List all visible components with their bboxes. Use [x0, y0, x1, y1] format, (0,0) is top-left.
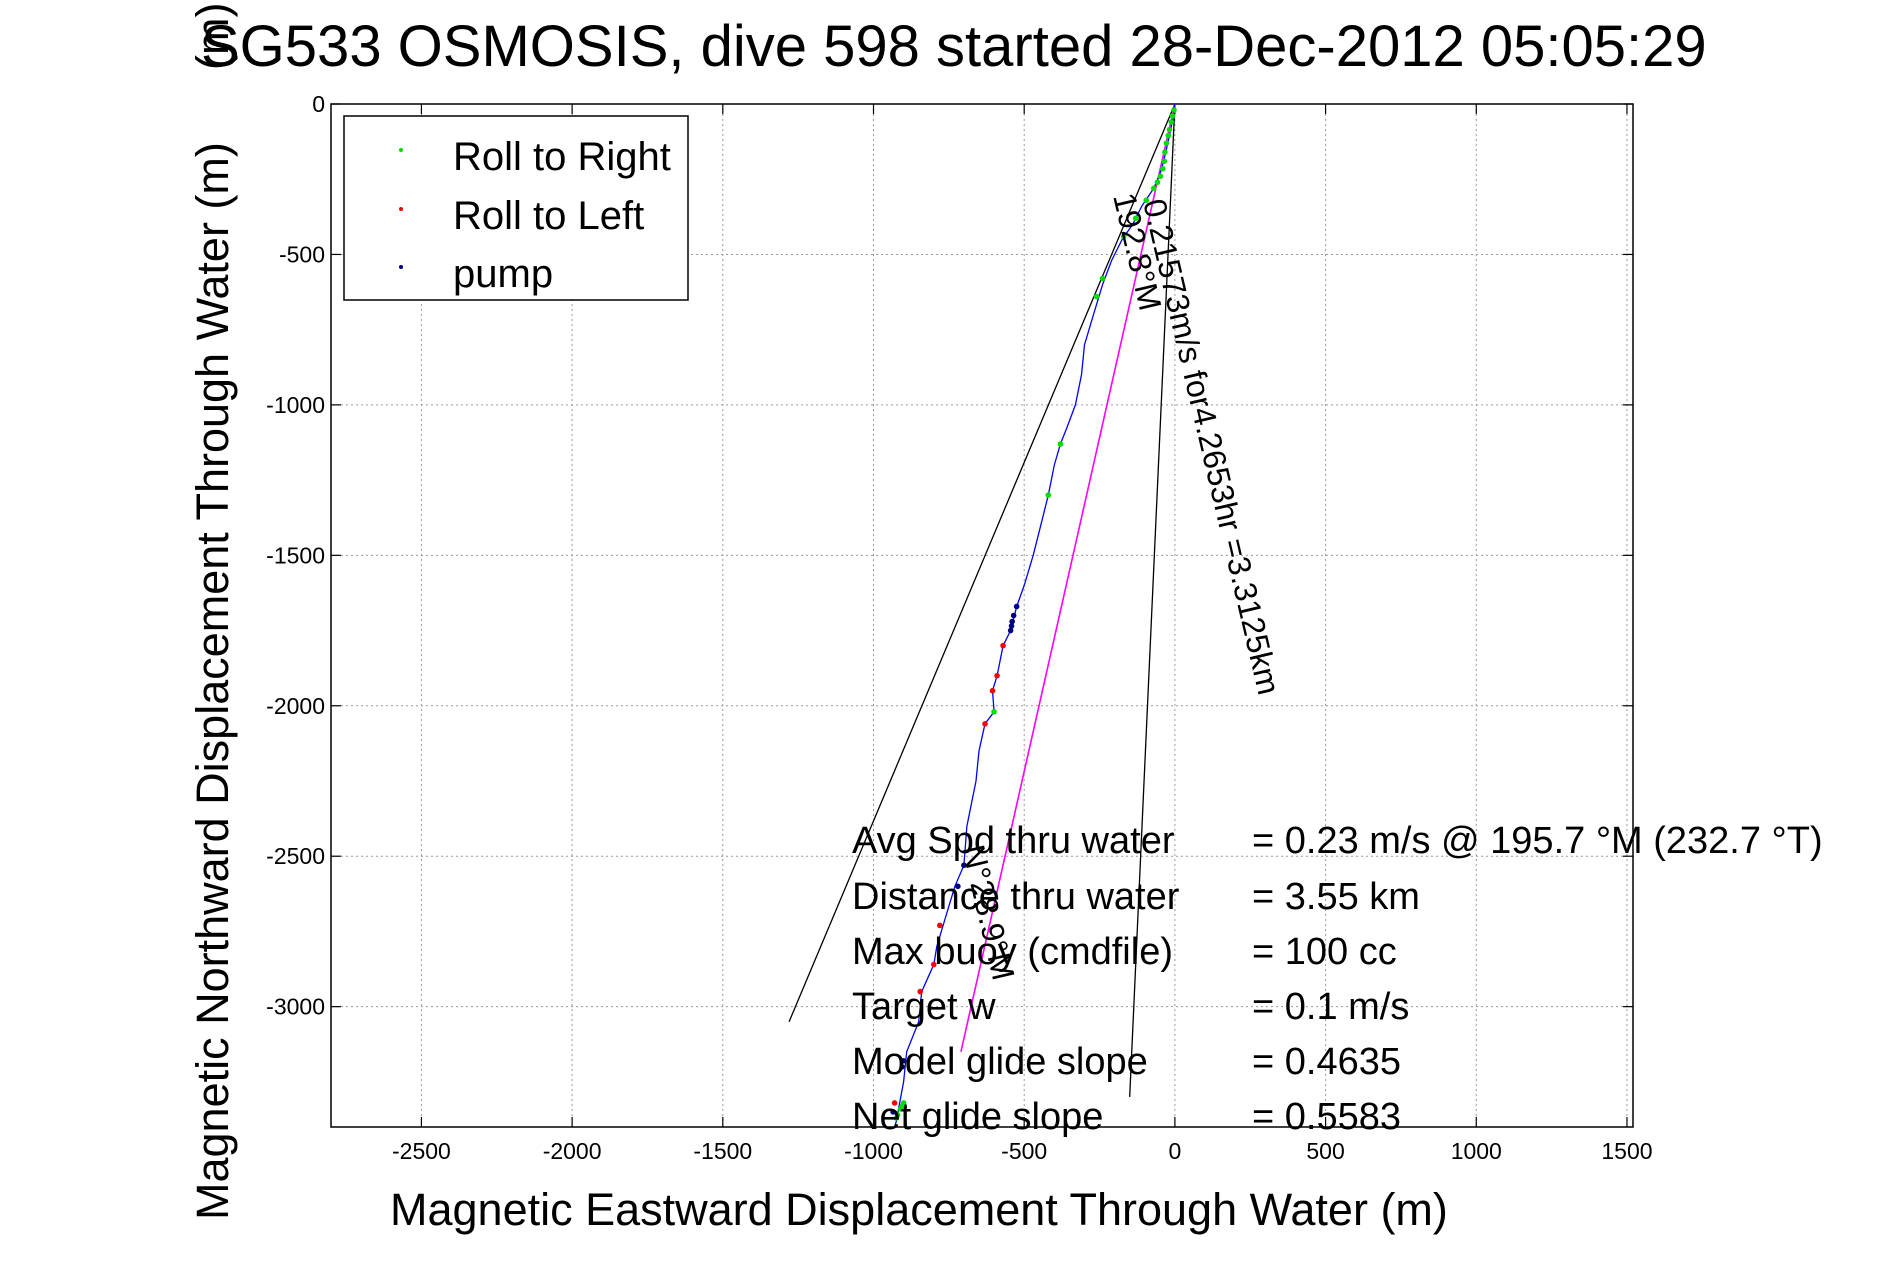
x-tick-labels: -2500 -2000 -1500 -1000 -500 0 500 1000 1500 — [392, 1138, 1653, 1164]
legend-label-roll-right: Roll to Right — [453, 135, 671, 179]
roll-left-point — [891, 1100, 898, 1106]
stat-label-target-w: Target w — [852, 986, 996, 1028]
stat-label-model-glide: Model glide slope — [852, 1041, 1148, 1083]
markers — [890, 107, 1177, 1121]
y-axis-label-overprint: (m) — [187, 3, 238, 70]
y-tick-label: -2000 — [266, 693, 325, 719]
heading-line — [788, 103, 1176, 1022]
roll-right-point — [1165, 132, 1172, 139]
stat-label-distance: Distance thru water — [852, 876, 1180, 918]
roll-left-point — [937, 922, 943, 929]
x-tick-label: 1500 — [1601, 1138, 1652, 1164]
legend-marker-roll-right — [399, 148, 403, 152]
y-tick-label: -1000 — [266, 392, 325, 418]
y-tick-labels: 0 -500 -1000 -1500 -2000 -2500 -3000 — [266, 91, 325, 1020]
legend-marker-pump — [399, 265, 403, 269]
roll-left-point — [994, 672, 1000, 679]
legend-marker-roll-left — [399, 207, 403, 211]
y-axis-label: Magnetic Northward Displacement Through … — [187, 142, 238, 1220]
roll-right-point — [1161, 158, 1168, 164]
x-tick-label: -2000 — [543, 1138, 602, 1164]
x-tick-label: -500 — [1001, 1138, 1047, 1164]
stat-value-net-glide: = 0.5583 — [1252, 1096, 1401, 1138]
x-axis-label: Magnetic Eastward Displacement Through W… — [390, 1184, 1448, 1235]
roll-right-point — [1166, 126, 1173, 133]
roll-right-point — [893, 1115, 900, 1121]
roll-right-point — [991, 708, 997, 715]
y-tick-label: -1500 — [266, 542, 325, 568]
legend-label-roll-left: Roll to Left — [453, 194, 644, 238]
pump-point — [1007, 627, 1014, 634]
roll-right-point — [1169, 113, 1176, 119]
current-line-group — [960, 103, 1176, 1052]
roll-right-point — [1163, 140, 1170, 146]
dive-track — [893, 103, 1176, 1128]
pump-point — [1013, 603, 1020, 610]
roll-right-point — [1160, 165, 1166, 172]
plot-frame — [330, 103, 1634, 1128]
pump-point — [1010, 612, 1017, 619]
y-tick-label: -3000 — [266, 994, 325, 1020]
roll-left-point — [982, 721, 988, 727]
x-tick-label: 1000 — [1451, 1138, 1502, 1164]
roll-right-point — [1162, 149, 1168, 155]
roll-right-point — [1099, 275, 1106, 282]
chart-title: SG533 OSMOSIS, dive 598 started 28-Dec-2… — [201, 14, 1707, 79]
roll-right-point — [897, 1106, 904, 1112]
pump-point — [890, 1109, 896, 1115]
roll-right-point — [1057, 441, 1064, 447]
legend-label-pump: pump — [453, 252, 553, 296]
y-tick-label: -2500 — [266, 843, 325, 869]
stat-value-max-buoy: = 100 cc — [1252, 931, 1397, 973]
legend: Roll to Right Roll to Left pump — [343, 115, 689, 301]
roll-right-point — [1171, 107, 1177, 113]
y-tick-label: 0 — [312, 91, 325, 117]
roll-right-point — [1154, 179, 1161, 186]
pump-point — [1008, 623, 1015, 629]
stat-label-avg-speed: Avg Spd thru water — [852, 820, 1175, 862]
x-tick-label: -1500 — [693, 1138, 752, 1164]
heading-lines — [788, 103, 1176, 1097]
roll-right-point — [1132, 215, 1139, 222]
stat-value-target-w: = 0.1 m/s — [1252, 986, 1409, 1028]
roll-right-point — [1120, 233, 1127, 240]
stat-value-avg-speed: = 0.23 m/s @ 195.7 °M (232.7 °T) — [1252, 820, 1823, 862]
roll-left-point — [1000, 642, 1006, 649]
roll-right-point — [1157, 173, 1164, 180]
pump-point — [899, 1064, 905, 1070]
stat-label-net-glide: Net glide slope — [852, 1096, 1103, 1138]
roll-left-point — [989, 687, 996, 694]
heading-line — [1129, 103, 1176, 1097]
stat-value-distance: = 3.55 km — [1252, 876, 1420, 918]
pump-point — [955, 883, 961, 890]
track-group — [893, 103, 1176, 1128]
roll-left-point — [930, 961, 937, 968]
x-tick-label: 500 — [1306, 1138, 1344, 1164]
stat-value-model-glide: = 0.4635 — [1252, 1041, 1401, 1083]
stat-label-max-buoy: Max buoy (cmdfile) — [852, 931, 1173, 973]
pump-point — [1009, 618, 1015, 625]
pump-point — [900, 1058, 907, 1064]
current-line — [960, 103, 1176, 1052]
stats-block: Avg Spd thru water = 0.23 m/s @ 195.7 °M… — [852, 820, 1823, 1138]
x-tick-label: -2500 — [392, 1138, 451, 1164]
y-tick-label: -500 — [279, 241, 325, 267]
roll-right-point — [1168, 119, 1175, 125]
roll-right-point — [1045, 492, 1052, 498]
roll-left-point — [917, 988, 924, 995]
roll-right-point — [1093, 293, 1100, 300]
x-tick-label: -1000 — [844, 1138, 903, 1164]
pump-point — [961, 862, 967, 869]
x-tick-label: 0 — [1168, 1138, 1181, 1164]
roll-right-point — [1150, 185, 1157, 192]
roll-right-point — [1143, 197, 1150, 204]
